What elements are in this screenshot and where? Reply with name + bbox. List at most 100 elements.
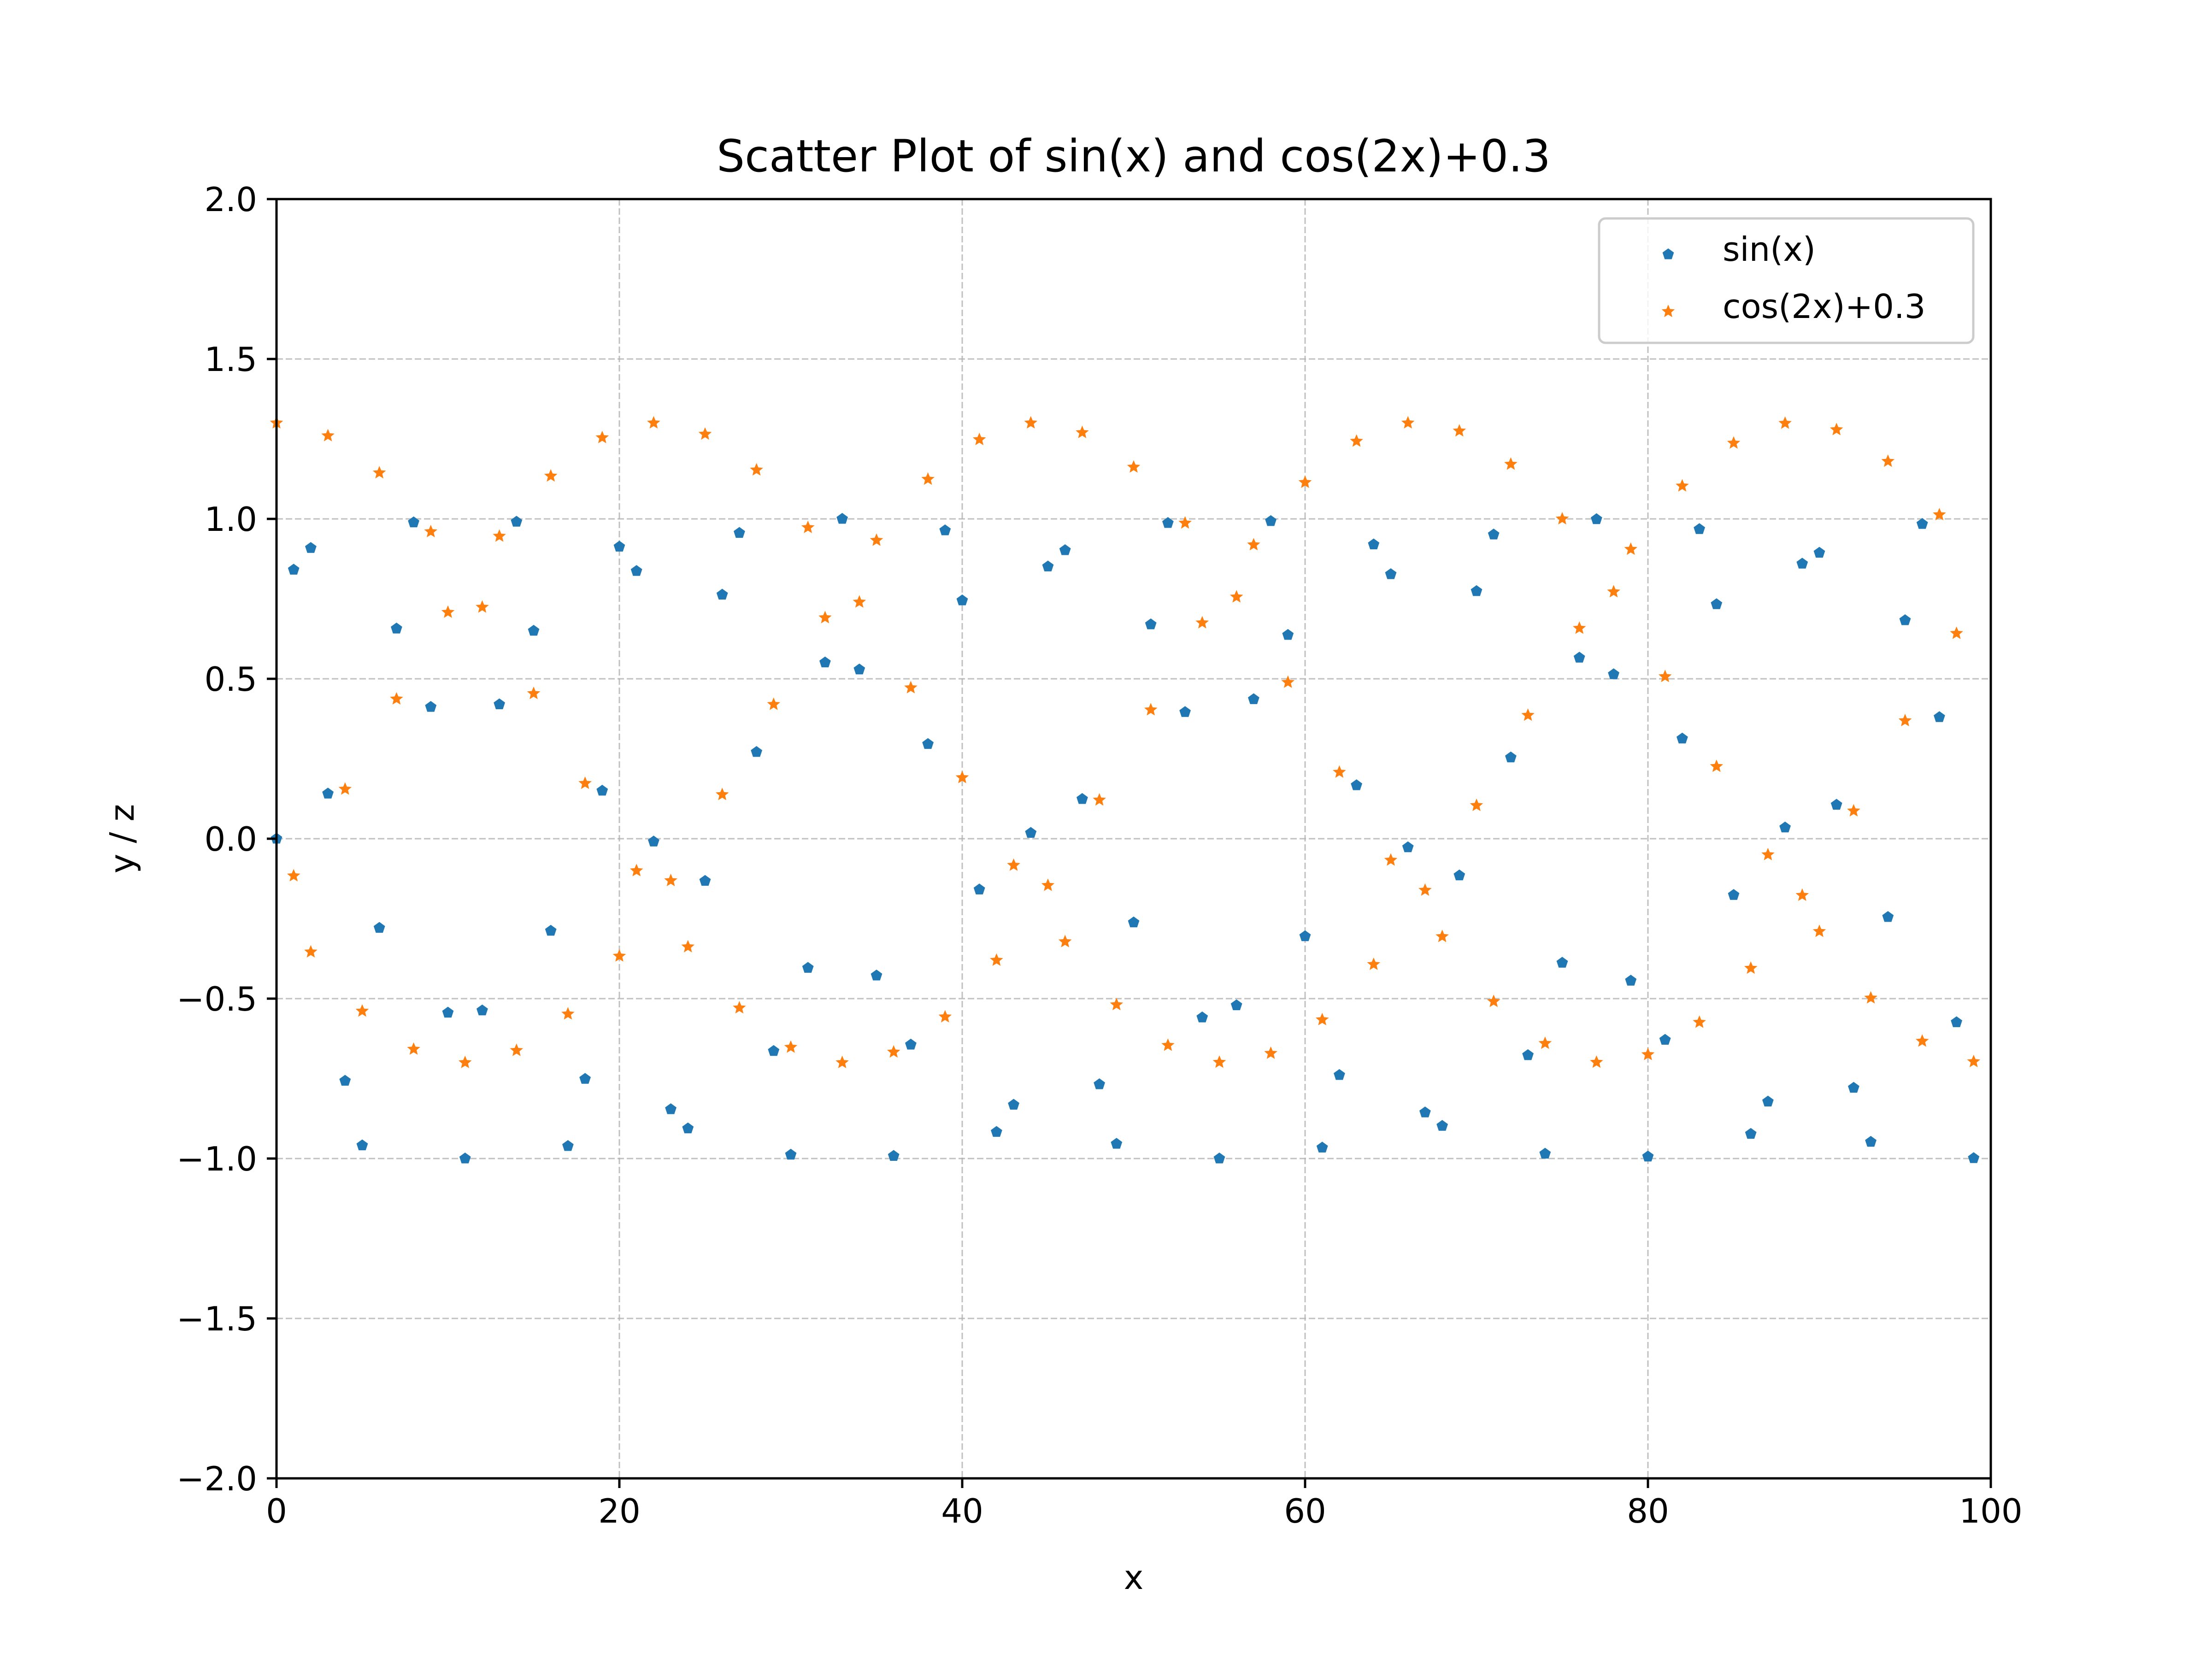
x-axis-label: x (1124, 1558, 1144, 1597)
data-point (1436, 1120, 1448, 1131)
data-point (1385, 568, 1397, 579)
data-point (1334, 1069, 1345, 1080)
legend-marker-cos (1661, 305, 1675, 318)
data-point (578, 776, 592, 789)
data-point (1728, 889, 1740, 900)
data-point (1761, 847, 1775, 860)
data-point (372, 466, 386, 479)
data-point (1196, 1011, 1208, 1023)
data-point (819, 656, 831, 668)
data-point (853, 663, 865, 675)
data-point (1934, 711, 1945, 722)
data-point (1677, 732, 1688, 744)
axis-ticks: 0 20 40 60 80 100 2.0 1.5 1.0 0.5 0.0 −0.5 −1.0 −1.5 −… (176, 180, 2023, 1530)
data-point (1590, 1055, 1603, 1068)
data-point (1864, 991, 1877, 1004)
data-point (1658, 670, 1672, 682)
x-tick-label: 40 (941, 1492, 983, 1530)
data-point (322, 788, 334, 799)
data-point (1556, 957, 1568, 968)
data-point (1812, 924, 1826, 937)
data-point (750, 463, 763, 476)
data-point (545, 924, 557, 936)
data-point (1915, 1034, 1929, 1047)
data-point (1607, 585, 1620, 598)
data-point (716, 588, 728, 600)
data-point (321, 429, 335, 441)
data-point (972, 432, 986, 445)
data-point (973, 883, 985, 894)
data-point (1778, 416, 1792, 429)
data-point (1248, 693, 1259, 704)
data-point (853, 595, 866, 608)
data-point (390, 692, 403, 705)
data-point (510, 1043, 524, 1056)
data-point (1162, 517, 1174, 528)
y-tick-label: 0.0 (204, 820, 257, 859)
data-point (1608, 668, 1619, 679)
data-point (1865, 1135, 1877, 1147)
data-point (1538, 1036, 1552, 1049)
data-point (304, 945, 318, 958)
data-point (1745, 1128, 1757, 1139)
data-point (1419, 1106, 1431, 1118)
y-tick-label: −1.0 (176, 1140, 257, 1178)
legend-marker-sin (1662, 248, 1674, 259)
data-point (544, 469, 558, 482)
x-tick-label: 60 (1284, 1492, 1326, 1530)
data-point (1418, 883, 1432, 896)
chart-title: Scatter Plot of sin(x) and cos(2x)+0.3 (717, 130, 1551, 182)
legend: sin(x) cos(2x)+0.3 (1598, 217, 1975, 344)
data-point (784, 1040, 798, 1053)
data-point (1847, 804, 1860, 817)
data-point (939, 524, 951, 535)
data-point (339, 1075, 351, 1086)
legend-marker-point (1661, 305, 1675, 318)
data-point (1453, 424, 1466, 437)
data-point (1453, 869, 1465, 881)
data-point (629, 864, 643, 877)
y-tick-label: 1.5 (204, 340, 257, 379)
data-point (287, 869, 300, 882)
data-point (1316, 1141, 1328, 1153)
data-point (288, 564, 300, 575)
data-point (425, 701, 437, 712)
data-point (1642, 1150, 1654, 1162)
data-point (888, 1150, 900, 1161)
data-point (1161, 1038, 1175, 1051)
data-point (1744, 961, 1758, 974)
data-point (424, 524, 438, 537)
legend-box (1598, 217, 1975, 344)
data-point (1470, 798, 1483, 811)
data-point (1008, 1099, 1019, 1110)
data-point (1110, 998, 1124, 1011)
data-point (613, 541, 625, 552)
data-point (1298, 475, 1312, 488)
data-point (1967, 1054, 1981, 1067)
data-point (1813, 547, 1825, 558)
data-point (665, 1103, 677, 1114)
data-point (785, 1148, 797, 1160)
data-point (527, 686, 541, 700)
data-point (1882, 911, 1894, 922)
data-point (1487, 994, 1500, 1007)
data-point (1711, 598, 1723, 609)
data-point (1881, 454, 1895, 467)
data-point (1968, 1152, 1980, 1163)
data-point (476, 600, 489, 613)
data-point (1230, 590, 1243, 603)
data-point (715, 788, 729, 800)
data-point (494, 698, 505, 709)
data-point (442, 1006, 454, 1018)
data-point (1795, 888, 1809, 901)
data-point (1727, 436, 1741, 449)
data-point (870, 533, 883, 546)
data-point (1264, 1046, 1277, 1059)
data-point (664, 873, 677, 886)
data-point (1179, 706, 1191, 717)
data-point (1041, 878, 1055, 891)
data-point (1212, 1055, 1226, 1068)
data-point (1025, 827, 1037, 838)
data-point (938, 1010, 952, 1023)
